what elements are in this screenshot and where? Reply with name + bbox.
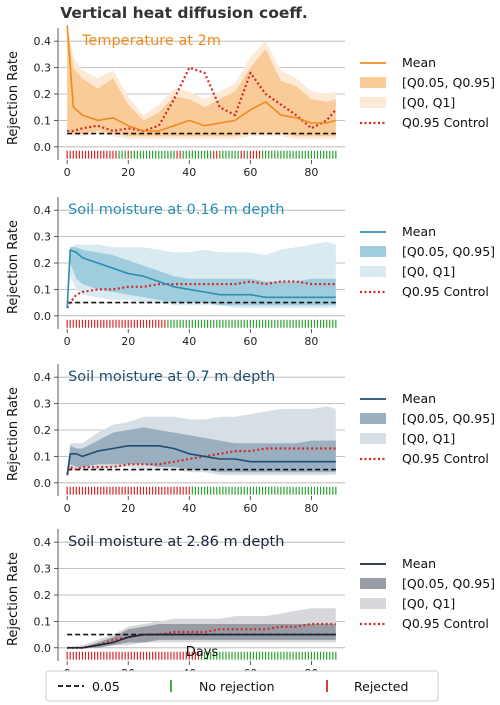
figure-title: Vertical heat diffusion coeff. bbox=[60, 4, 308, 22]
legend-outer-swatch bbox=[360, 97, 386, 108]
legend-mean-label: Mean bbox=[402, 391, 436, 406]
legend-mean-label: Mean bbox=[402, 55, 436, 70]
legend-inner-label: [Q0.05, Q0.95] bbox=[402, 576, 495, 591]
x-tick-label: 80 bbox=[304, 166, 318, 179]
legend-control-label: Q0.95 Control bbox=[402, 616, 489, 631]
bottom-legend-threshold-label: 0.05 bbox=[92, 679, 120, 694]
bottom-legend-no-rejection-label: No rejection bbox=[199, 679, 275, 694]
y-tick-label: 0.3 bbox=[34, 62, 52, 75]
y-axis-label: Rejection Rate bbox=[6, 220, 21, 314]
band-q05-q95 bbox=[67, 247, 336, 311]
y-tick-label: 0.1 bbox=[34, 450, 52, 463]
mean-line bbox=[67, 633, 336, 649]
control-line bbox=[67, 66, 337, 133]
y-tick-label: 0.1 bbox=[34, 615, 52, 628]
mean-line bbox=[66, 249, 336, 308]
y-tick-label: 0.0 bbox=[34, 477, 52, 490]
y-tick-label: 0.2 bbox=[34, 424, 52, 437]
y-tick-label: 0.0 bbox=[34, 310, 52, 323]
y-tick-label: 0.2 bbox=[34, 88, 52, 101]
mean-line bbox=[66, 25, 337, 132]
legend-outer-label: [Q0, Q1] bbox=[402, 596, 455, 611]
panel-title: Soil moisture at 0.7 m depth bbox=[68, 369, 275, 385]
x-tick-label: 20 bbox=[121, 335, 135, 348]
x-tick-label: 20 bbox=[121, 166, 135, 179]
legend-mean-label: Mean bbox=[402, 224, 436, 239]
y-tick-label: 0.4 bbox=[34, 371, 52, 384]
rejection-markers bbox=[66, 651, 337, 660]
legend-inner-label: [Q0.05, Q0.95] bbox=[402, 244, 495, 259]
bottom-legend: 0.05 No rejection Rejected bbox=[45, 670, 439, 702]
x-tick-label: 60 bbox=[243, 502, 257, 515]
legend-outer-swatch bbox=[360, 433, 386, 444]
panel-legend: Mean [Q0.05, Q0.95] [Q0, Q1] Q0.95 Control bbox=[360, 556, 495, 631]
y-tick-label: 0.1 bbox=[34, 114, 52, 127]
y-tick-label: 0.0 bbox=[34, 642, 52, 655]
x-tick-label: 40 bbox=[182, 166, 196, 179]
panel-title: Temperature at 2m bbox=[81, 33, 221, 49]
control-line bbox=[66, 280, 336, 309]
panel-legend: Mean [Q0.05, Q0.95] [Q0, Q1] Q0.95 Control bbox=[360, 224, 495, 299]
rejection-markers bbox=[66, 319, 337, 328]
x-axis-label: Days bbox=[186, 645, 219, 660]
panel-1: 0.0 0.1 0.2 0.3 0.4 Rejection Rate 0 20 40 60 80 Te… bbox=[6, 25, 495, 179]
x-tick-label: 0 bbox=[64, 166, 71, 179]
mean-line bbox=[66, 445, 336, 476]
y-tick-label: 0.4 bbox=[34, 204, 52, 217]
y-tick-label: 0.3 bbox=[34, 231, 52, 244]
legend-outer-label: [Q0, Q1] bbox=[402, 431, 455, 446]
legend-outer-swatch bbox=[360, 598, 386, 609]
x-tick-label: 0 bbox=[64, 502, 71, 515]
panel-legend: Mean [Q0.05, Q0.95] [Q0, Q1] Q0.95 Control bbox=[360, 55, 495, 130]
x-tick-label: 40 bbox=[182, 502, 196, 515]
panel-legend: Mean [Q0.05, Q0.95] [Q0, Q1] Q0.95 Control bbox=[360, 391, 495, 466]
y-tick-label: 0.4 bbox=[34, 35, 52, 48]
bottom-legend-frame bbox=[45, 670, 439, 702]
panel-2: 0.0 0.1 0.2 0.3 0.4 Rejection Rate 0 20 40 60 80 So… bbox=[6, 197, 495, 348]
panel-title: Soil moisture at 0.16 m depth bbox=[68, 202, 284, 218]
panel-title: Soil moisture at 2.86 m depth bbox=[68, 534, 284, 550]
y-tick-label: 0.0 bbox=[34, 141, 52, 154]
control-line bbox=[67, 622, 336, 649]
x-tick-label: 80 bbox=[304, 502, 318, 515]
legend-inner-swatch bbox=[360, 246, 386, 257]
y-tick-label: 0.2 bbox=[34, 589, 52, 602]
legend-mean-label: Mean bbox=[402, 556, 436, 571]
panels: 0.0 0.1 0.2 0.3 0.4 Rejection Rate 0 20 40 60 80 Te… bbox=[6, 25, 495, 680]
legend-outer-label: [Q0, Q1] bbox=[402, 264, 455, 279]
band-q05-q95 bbox=[67, 624, 336, 648]
legend-outer-label: [Q0, Q1] bbox=[402, 95, 455, 110]
band-q05-q95 bbox=[67, 25, 336, 137]
legend-control-label: Q0.95 Control bbox=[402, 451, 489, 466]
x-tick-label: 20 bbox=[121, 502, 135, 515]
y-tick-label: 0.1 bbox=[34, 283, 52, 296]
x-tick-label: 60 bbox=[243, 335, 257, 348]
legend-outer-swatch bbox=[360, 266, 386, 277]
x-tick-label: 80 bbox=[304, 335, 318, 348]
y-axis-label: Rejection Rate bbox=[6, 51, 21, 145]
bottom-legend-rejected-label: Rejected bbox=[354, 679, 408, 694]
x-tick-label: 40 bbox=[182, 335, 196, 348]
y-tick-label: 0.2 bbox=[34, 257, 52, 270]
x-tick-label: 60 bbox=[243, 166, 257, 179]
legend-inner-label: [Q0.05, Q0.95] bbox=[402, 411, 495, 426]
rejection-markers bbox=[66, 150, 337, 159]
legend-inner-swatch bbox=[360, 578, 386, 589]
y-tick-label: 0.3 bbox=[34, 563, 52, 576]
legend-inner-swatch bbox=[360, 413, 386, 424]
legend-control-label: Q0.95 Control bbox=[402, 115, 489, 130]
legend-control-label: Q0.95 Control bbox=[402, 284, 489, 299]
y-tick-label: 0.4 bbox=[34, 536, 52, 549]
y-tick-label: 0.3 bbox=[34, 398, 52, 411]
band-q05-q95 bbox=[67, 427, 336, 478]
rejection-markers bbox=[66, 486, 337, 495]
legend-inner-label: [Q0.05, Q0.95] bbox=[402, 75, 495, 90]
y-axis-label: Rejection Rate bbox=[6, 387, 21, 481]
x-tick-label: 0 bbox=[64, 335, 71, 348]
panel-3: 0.0 0.1 0.2 0.3 0.4 Rejection Rate 0 20 40 60 80 So… bbox=[6, 364, 495, 515]
legend-inner-swatch bbox=[360, 77, 386, 88]
y-axis-label: Rejection Rate bbox=[6, 552, 21, 646]
